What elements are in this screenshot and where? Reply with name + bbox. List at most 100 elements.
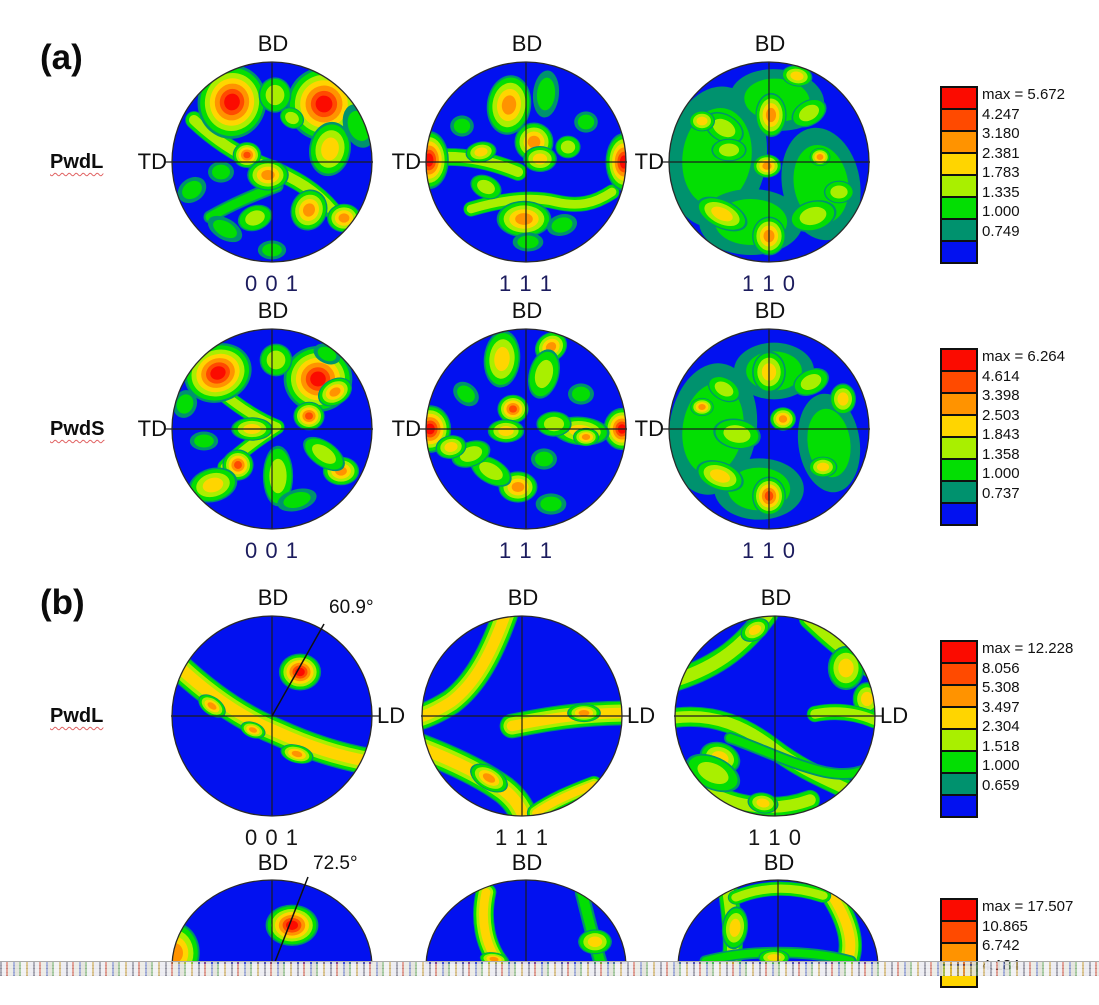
colorbar-box <box>940 414 978 438</box>
colorbar-box <box>940 458 978 482</box>
colorbar-box <box>940 728 978 752</box>
pole-figure-svg <box>171 615 379 817</box>
colorbar-box <box>940 662 978 686</box>
ld-axis-label: LD <box>377 703 406 728</box>
miller-index-label: 0 0 1 <box>245 271 299 296</box>
colorbar-box <box>940 196 978 220</box>
pole-figure-svg <box>165 328 373 530</box>
miller-index-label: 1 1 0 <box>748 825 802 850</box>
pole-figure <box>157 314 387 544</box>
td-axis-label: TD <box>137 149 167 174</box>
colorbar-level-label: 1.000 <box>982 203 1020 220</box>
colorbar-box <box>940 174 978 198</box>
panel-b-label: (b) <box>40 583 85 622</box>
image-cutoff-noise-strip <box>0 961 1099 976</box>
angle-annotation: 72.5° <box>313 853 358 874</box>
pole-figure <box>663 852 893 964</box>
pole-figure <box>157 601 387 831</box>
pole-figure-svg <box>662 328 870 530</box>
td-axis-label: TD <box>391 416 421 441</box>
miller-index-label: 1 1 1 <box>499 538 553 563</box>
colorbar-box <box>940 218 978 242</box>
colorbar-box <box>940 898 978 922</box>
pole-figure <box>654 314 884 544</box>
miller-index-label: 1 1 0 <box>742 538 796 563</box>
sample-label-pwds: PwdS <box>50 418 105 440</box>
colorbar-box <box>940 772 978 796</box>
td-axis-label: TD <box>137 416 167 441</box>
colorbar-box <box>940 348 978 372</box>
bd-axis-label: BD <box>511 298 543 323</box>
colorbar-box <box>940 794 978 818</box>
td-axis-label: TD <box>634 416 664 441</box>
pole-figure <box>411 852 641 964</box>
colorbar-box <box>940 108 978 132</box>
colorbar-level-label: 4.247 <box>982 105 1020 123</box>
pole-figure-svg <box>662 61 870 263</box>
sample-label-pwdl: PwdL <box>50 705 104 727</box>
colorbar-level-label: 10.865 <box>982 917 1028 935</box>
colorbar <box>940 640 978 818</box>
colorbar-level-label: 3.497 <box>982 698 1020 716</box>
pole-figure <box>157 47 387 277</box>
colorbar-level-label: 1.843 <box>982 426 1020 443</box>
colorbar-max-label: max = 5.672 <box>982 86 1065 103</box>
colorbar-level-label: 8.056 <box>982 659 1020 677</box>
miller-index-label: 0 0 1 <box>245 538 299 563</box>
bd-axis-label: BD <box>257 31 289 56</box>
colorbar-box <box>940 130 978 154</box>
td-axis-label: TD <box>634 149 664 174</box>
annotation-line <box>273 876 309 964</box>
colorbar-level-label: 2.304 <box>982 718 1020 735</box>
colorbar-level-label: 2.503 <box>982 406 1020 424</box>
pole-figure-svg <box>419 328 627 530</box>
colorbar-box <box>940 86 978 110</box>
bd-axis-label: BD <box>507 585 539 610</box>
pole-figure <box>407 601 637 831</box>
colorbar-level-label: 5.308 <box>982 679 1020 696</box>
colorbar <box>940 86 978 264</box>
colorbar-level-label: 1.783 <box>982 164 1020 181</box>
colorbar-level-label: 6.742 <box>982 937 1020 954</box>
colorbar-box <box>940 436 978 460</box>
colorbar-level-label: 4.614 <box>982 367 1020 385</box>
ld-axis-label: LD <box>880 703 909 728</box>
pole-figure <box>654 47 884 277</box>
sample-label-pwdl: PwdL <box>50 151 104 173</box>
colorbar-level-label: 1.518 <box>982 737 1020 755</box>
colorbar-box <box>940 920 978 944</box>
colorbar-box <box>940 502 978 526</box>
colorbar-max-label: max = 12.228 <box>982 640 1074 657</box>
td-axis-label: TD <box>391 149 421 174</box>
annotation-line <box>271 623 325 717</box>
bd-axis-label: BD <box>257 298 289 323</box>
bd-axis-label: BD <box>511 850 543 875</box>
colorbar-level-label: 1.000 <box>982 757 1020 774</box>
pole-figure-svg <box>421 615 629 817</box>
colorbar-max-label: max = 17.507 <box>982 898 1074 915</box>
colorbar-max-label: max = 6.264 <box>982 348 1065 365</box>
colorbar-box <box>940 240 978 264</box>
bd-axis-label: BD <box>763 850 795 875</box>
bd-axis-label: BD <box>754 298 786 323</box>
colorbar-level-label: 1.358 <box>982 445 1020 463</box>
colorbar-box <box>940 370 978 394</box>
ld-axis-label: LD <box>627 703 656 728</box>
miller-index-label: 0 0 1 <box>245 825 299 850</box>
pole-figure-svg <box>425 879 627 964</box>
colorbar-level-label: 1.000 <box>982 465 1020 482</box>
colorbar-box <box>940 640 978 664</box>
colorbar-level-label: 3.398 <box>982 387 1020 404</box>
colorbar-level-label: 0.737 <box>982 484 1020 502</box>
colorbar-box <box>940 706 978 730</box>
miller-index-label: 1 1 0 <box>742 271 796 296</box>
miller-index-label: 1 1 1 <box>495 825 549 850</box>
angle-annotation: 60.9° <box>329 597 374 618</box>
bd-axis-label: BD <box>760 585 792 610</box>
colorbar-level-label: 2.381 <box>982 144 1020 162</box>
pole-figure-svg <box>677 879 879 964</box>
pole-figure-svg <box>419 61 627 263</box>
pole-figure <box>411 47 641 277</box>
pole-figure-svg <box>674 615 882 817</box>
